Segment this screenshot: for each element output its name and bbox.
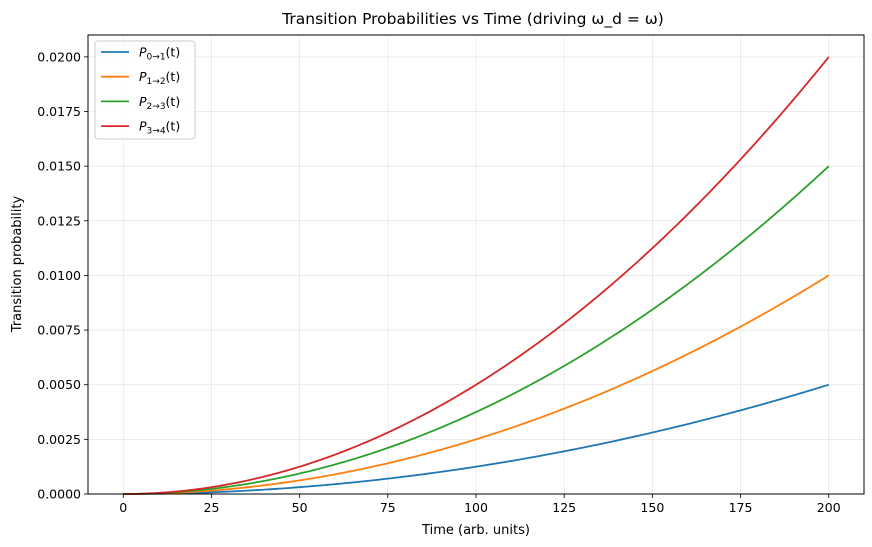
legend-label: P0→1(t): [139, 45, 180, 63]
y-tick-label: 0.0175: [37, 104, 81, 119]
x-tick-label: 100: [464, 500, 488, 515]
y-tick-label: 0.0100: [37, 268, 81, 283]
legend-box: [94, 40, 196, 140]
y-tick-label: 0.0075: [37, 323, 81, 338]
x-tick-label: 150: [640, 500, 664, 515]
y-tick-label: 0.0000: [37, 487, 81, 502]
y-tick-label: 0.0200: [37, 49, 81, 64]
x-axis-ticks: 0 25 50 75 100 125 150 175 200: [119, 494, 841, 515]
x-tick-label: 200: [817, 500, 841, 515]
legend-label: P2→3(t): [139, 94, 180, 112]
x-tick-label: 50: [292, 500, 308, 515]
y-axis-label: Transition probability: [10, 196, 25, 334]
x-axis-label: Time (arb. units): [421, 523, 530, 538]
x-tick-label: 75: [380, 500, 396, 515]
legend-label: P1→2(t): [139, 69, 180, 87]
chart-title: Transition Probabilities vs Time (drivin…: [281, 10, 664, 29]
y-tick-label: 0.0050: [37, 377, 81, 392]
x-tick-label: 175: [729, 500, 753, 515]
y-axis-ticks: 0.0000 0.0025 0.0050 0.0075 0.0100 0.0125 0.01…: [37, 49, 88, 502]
series-line: [123, 274, 830, 495]
x-tick-label: 25: [204, 500, 220, 515]
x-tick-label: 0: [119, 500, 127, 515]
series-line: [123, 165, 830, 495]
legend: P0→1(t) P1→2(t) P2→3(t) P3→4(t): [94, 40, 196, 140]
series-line: [123, 56, 830, 495]
y-tick-label: 0.0025: [37, 432, 81, 447]
y-tick-label: 0.0150: [37, 159, 81, 174]
legend-label: P3→4(t): [139, 119, 180, 137]
series-line: [123, 383, 829, 495]
x-tick-label: 125: [552, 500, 576, 515]
y-tick-label: 0.0125: [37, 213, 81, 228]
series-lines: [123, 56, 830, 495]
